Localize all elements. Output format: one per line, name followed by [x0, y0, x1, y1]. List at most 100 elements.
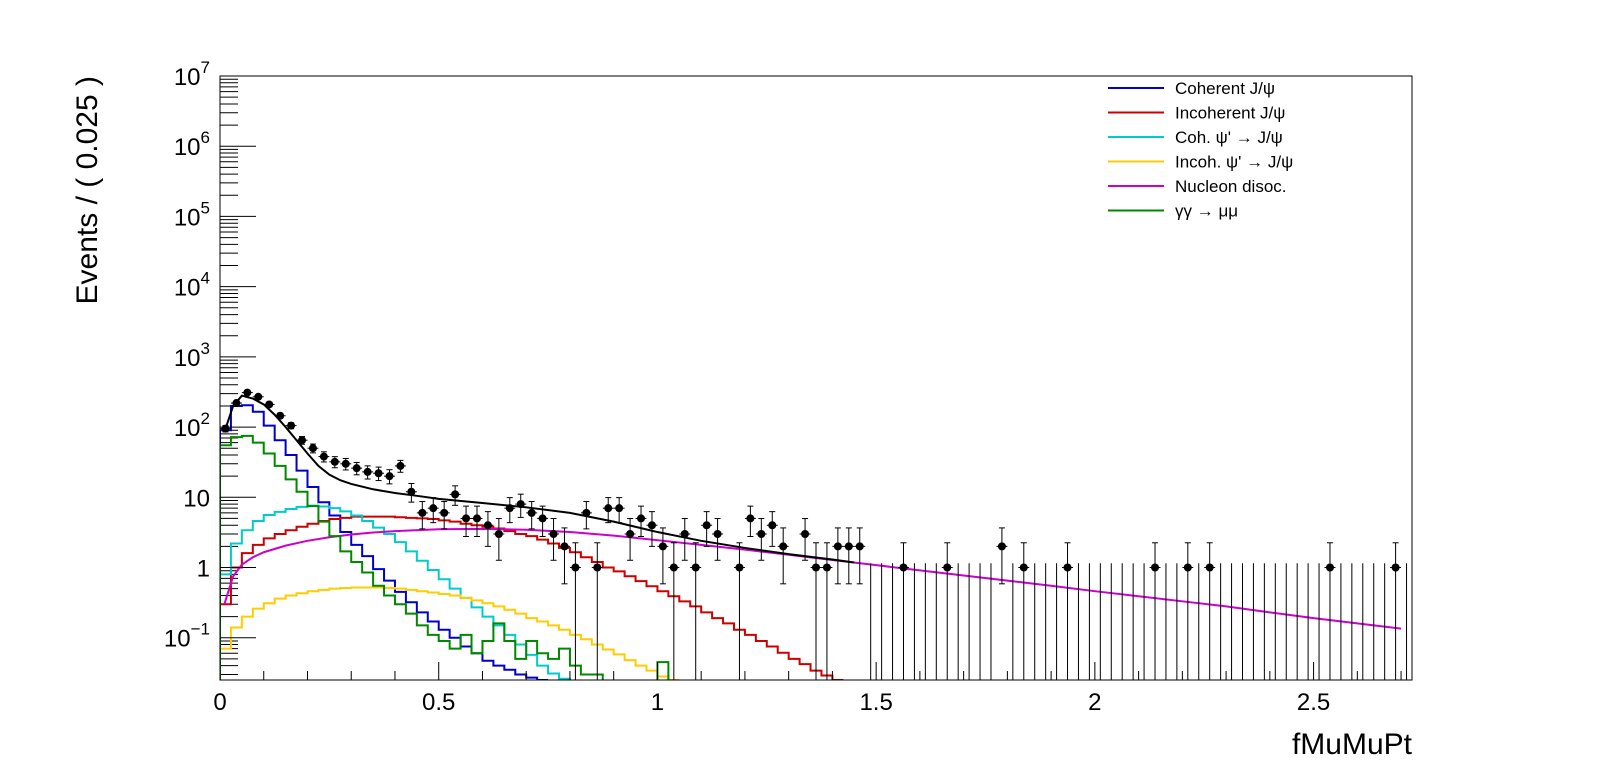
data-point: [515, 493, 527, 518]
data-point: [755, 518, 767, 561]
x-tick-label: 1.5: [859, 689, 892, 716]
data-point: [548, 518, 560, 561]
legend-label: Nucleon disoc.: [1175, 177, 1287, 196]
y-tick-label: 10: [183, 485, 210, 512]
data-point: [832, 527, 844, 585]
data-point: [526, 501, 538, 530]
data-point: [1204, 542, 1216, 680]
data-point: [690, 542, 702, 680]
x-tick-label: 0: [213, 689, 226, 716]
legend-label: Incoherent J/ψ: [1175, 104, 1285, 123]
y-tick-label: 106: [174, 128, 210, 161]
legend: Coherent J/ψ Incoherent J/ψ Coh. ψ' → J/ψ I…: [1108, 79, 1293, 221]
data-point: [416, 501, 428, 530]
x-tick-label: 2.5: [1297, 689, 1330, 716]
data-point: [274, 411, 286, 420]
data-point: [1062, 542, 1073, 680]
plot-frame: [219, 75, 1413, 681]
data-point: [898, 542, 909, 680]
series-line-5: [220, 434, 681, 680]
data-points-layer: [220, 388, 1408, 680]
y-tick-label: 102: [174, 409, 210, 442]
data-point: [362, 465, 374, 480]
data-point: [340, 457, 352, 471]
legend-item: γγ → μμ: [1108, 202, 1238, 221]
y-tick-label: 103: [174, 339, 210, 372]
x-tick-label: 1: [651, 689, 664, 716]
legend-item: Nucleon disoc.: [1108, 177, 1287, 196]
data-point: [712, 518, 724, 561]
data-point: [405, 483, 417, 503]
data-point: [701, 511, 713, 547]
series-line-4: [223, 527, 1402, 630]
data-point: [504, 497, 516, 524]
data-point: [307, 443, 319, 454]
data-point: [1390, 542, 1402, 680]
data-point: [777, 527, 789, 585]
data-point: [252, 392, 264, 401]
data-point: [427, 497, 439, 524]
data-point: [263, 400, 275, 409]
data-point: [569, 542, 581, 680]
data-point: [1182, 542, 1194, 680]
data-point: [1149, 542, 1161, 680]
data-point: [285, 421, 297, 430]
data-point: [580, 501, 592, 530]
y-axis: 10−1 1 10 102 103 104 105 106 107: [164, 58, 256, 653]
data-point: [1324, 542, 1336, 680]
legend-label: Coh. ψ' → J/ψ: [1175, 128, 1283, 147]
data-point: [624, 518, 636, 561]
data-point: [329, 456, 341, 469]
series-line-2: [220, 504, 571, 680]
legend-label: γγ → μμ: [1175, 202, 1238, 221]
y-tick-label: 10−1: [164, 620, 210, 653]
data-point: [810, 542, 822, 680]
data-point: [460, 505, 472, 538]
data-point: [384, 469, 395, 485]
data-point: [296, 436, 308, 445]
data-point: [854, 527, 866, 585]
data-point: [241, 388, 253, 397]
x-tick-label: 0.5: [422, 689, 455, 716]
data-point: [646, 511, 658, 547]
y-axis-label: Events / ( 0.025 ): [71, 76, 104, 304]
y-tick-label: 105: [174, 198, 210, 231]
data-point: [1018, 542, 1030, 680]
data-point: [602, 497, 614, 524]
data-point: [318, 451, 330, 463]
data-point: [471, 505, 483, 538]
y-tick-label: 104: [174, 269, 210, 302]
data-point: [493, 518, 505, 561]
data-point: [635, 505, 647, 538]
data-point: [449, 485, 461, 506]
data-point: [537, 505, 549, 538]
data-point: [821, 542, 833, 680]
legend-item: Incoh. ψ' → J/ψ: [1108, 153, 1293, 172]
data-point: [996, 527, 1008, 585]
legend-label: Incoh. ψ' → J/ψ: [1175, 153, 1293, 172]
data-point: [351, 461, 363, 476]
data-point: [766, 511, 778, 547]
x-axis: 0 0.5 1 1.5 2 2.5: [213, 662, 1402, 716]
data-point: [373, 466, 385, 482]
x-axis-label: fMuMuPt: [1292, 728, 1413, 761]
data-point: [591, 542, 603, 680]
series-line-0: [220, 404, 549, 680]
x-tick-label: 2: [1088, 689, 1101, 716]
y-tick-label: 1: [197, 556, 210, 583]
data-point: [744, 505, 756, 538]
data-point: [733, 542, 745, 680]
y-tick-label: 107: [174, 58, 210, 91]
data-point: [394, 459, 406, 473]
series-line-3: [220, 586, 680, 680]
legend-label: Coherent J/ψ: [1175, 79, 1275, 98]
data-point: [482, 511, 494, 547]
data-point: [657, 527, 669, 585]
legend-item: Incoherent J/ψ: [1108, 104, 1285, 123]
data-point: [668, 542, 680, 680]
data-point: [438, 501, 450, 530]
data-point: [559, 527, 570, 585]
legend-item: Coh. ψ' → J/ψ: [1108, 128, 1283, 147]
